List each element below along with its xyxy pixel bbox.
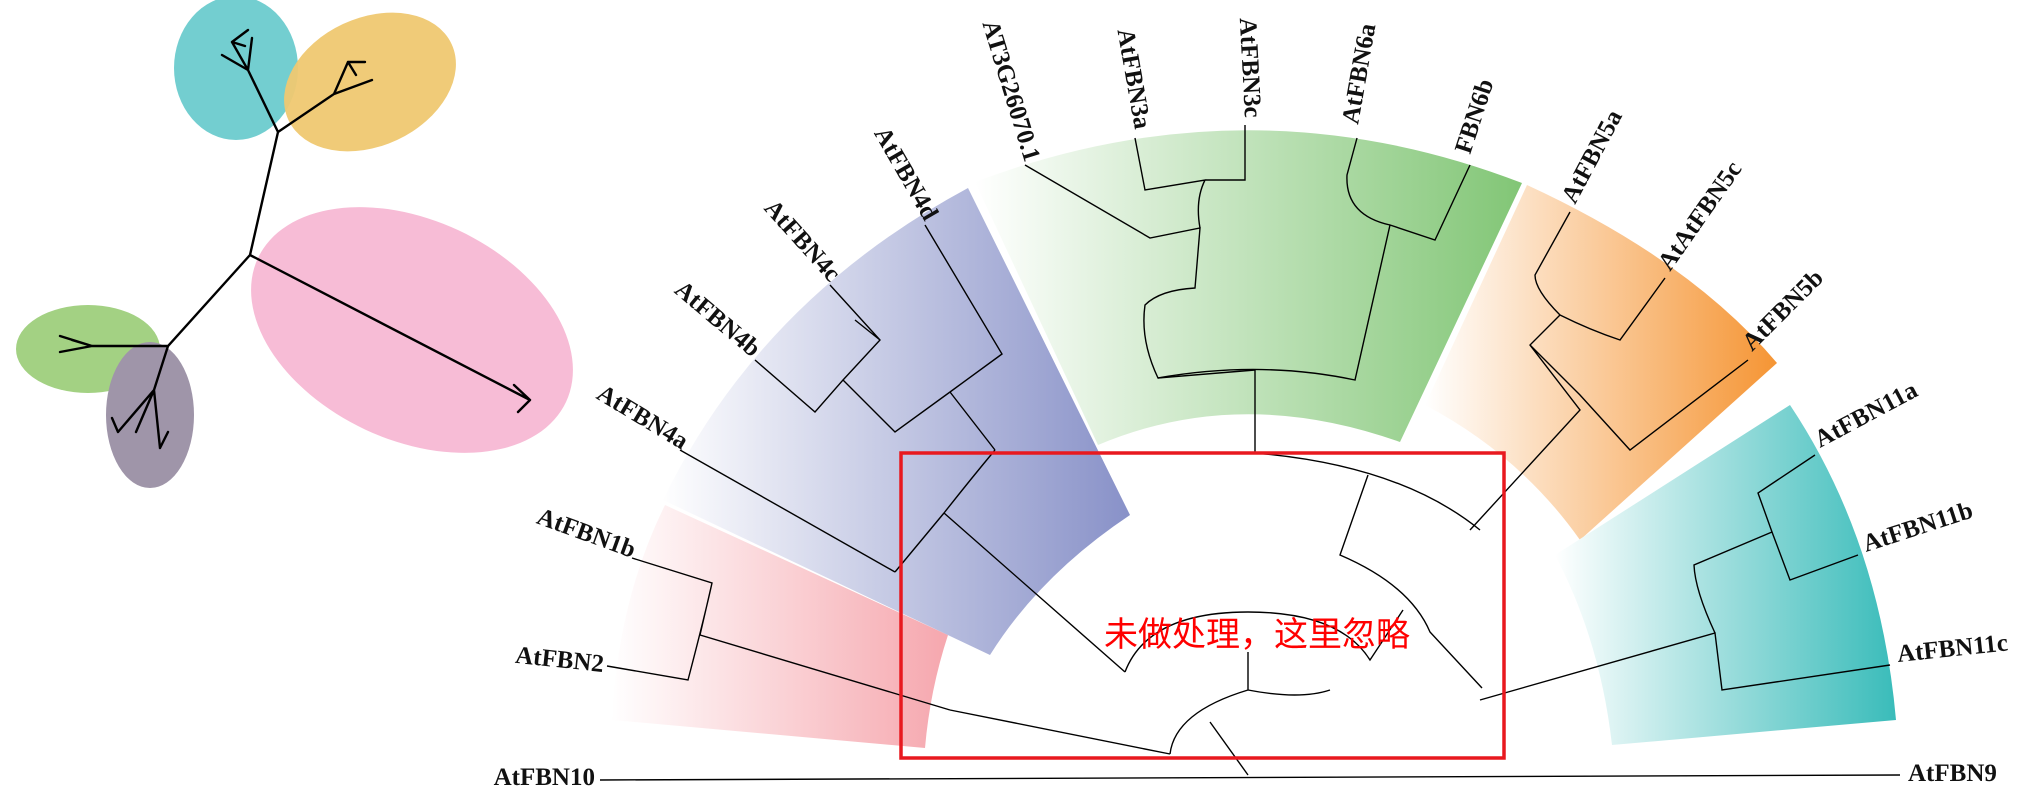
leaf-label-fbn6b: FBN6b xyxy=(1450,76,1499,157)
annotation-box xyxy=(899,451,1506,760)
unrooted-tree-inset xyxy=(16,0,573,488)
leaf-label-atatfbn5c: AtAtFBN5c xyxy=(1653,156,1748,275)
leaf-label-atfbn5b: AtFBN5b xyxy=(1737,264,1829,356)
leaf-label-atfbn5a: AtFBN5a xyxy=(1556,105,1628,208)
leaf-label-atfbn4c: AtFBN4c xyxy=(759,195,846,287)
tree-branches xyxy=(599,125,1901,781)
leaf-label-atfbn11a: AtFBN11a xyxy=(1810,376,1922,453)
leaf-label-atfbn3c: AtFBN3c xyxy=(1234,17,1266,118)
yellow-clade-ellipse xyxy=(284,12,456,152)
leaf-label-atfbn4d: AtFBN4d xyxy=(868,122,943,225)
leaf-label-at3g26070: AT3G26070.1 xyxy=(977,17,1046,165)
leaf-label-atfbn4b: AtFBN4b xyxy=(669,276,765,363)
green-clade-fan xyxy=(975,130,1522,445)
leaf-label-atfbn1b: AtFBN1b xyxy=(533,503,639,564)
leaf-label-atfbn4a: AtFBN4a xyxy=(592,380,693,456)
leaf-label-atfbn2: AtFBN2 xyxy=(514,642,605,678)
leaf-label-atfbn6a: AtFBN6a xyxy=(1337,21,1381,126)
gray-clade-ellipse xyxy=(106,342,194,488)
leaf-label-atfbn10: AtFBN10 xyxy=(494,764,595,791)
pink-clade-fan xyxy=(612,505,948,748)
annotation-text: 未做处理，这里忽略 xyxy=(1104,615,1410,655)
clade-backgrounds xyxy=(612,130,1896,748)
teal-clade-ellipse xyxy=(174,0,298,140)
leaf-label-atfbn3a: AtFBN3a xyxy=(1111,27,1155,132)
leaf-label-atfbn9: AtFBN9 xyxy=(1908,760,1997,787)
teal-clade-fan xyxy=(1555,405,1896,745)
purple-clade-fan xyxy=(663,188,1130,655)
leaf-label-atfbn11b: AtFBN11b xyxy=(1860,497,1977,558)
unrooted-tree-branches xyxy=(58,28,532,450)
annotation-group: 未做处理，这里忽略 xyxy=(899,451,1506,760)
orange-clade-fan xyxy=(1425,185,1777,540)
pink-clade-ellipse xyxy=(251,207,573,453)
leaf-label-atfbn11c: AtFBN11c xyxy=(1896,630,2009,668)
